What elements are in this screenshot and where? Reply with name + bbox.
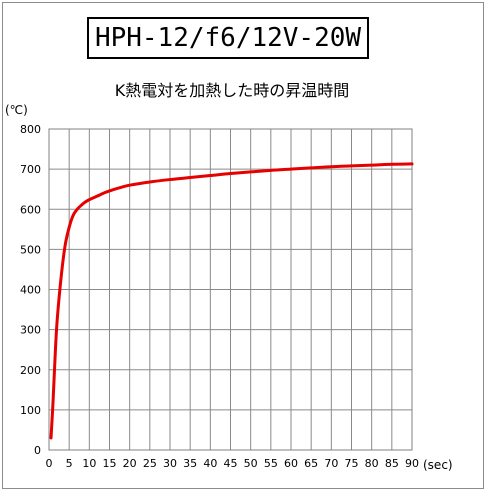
y-tick-label: 300 — [20, 324, 41, 337]
y-tick-label: 0 — [34, 444, 41, 457]
y-tick-label: 500 — [20, 243, 41, 256]
x-tick-label: 85 — [385, 457, 399, 470]
x-tick-label: 40 — [203, 457, 217, 470]
chart-title: HPH-12/f6/12V-20W — [94, 23, 362, 53]
chart-subtitle: K熱電対を加熱した時の昇温時間 — [114, 81, 350, 100]
x-tick-label: 15 — [103, 457, 117, 470]
y-tick-label: 600 — [20, 203, 41, 216]
x-tick-label: 10 — [82, 457, 96, 470]
x-axis-label: (sec) — [423, 458, 453, 472]
x-tick-label: 20 — [123, 457, 137, 470]
y-tick-label: 800 — [20, 123, 41, 136]
series-line — [49, 162, 414, 440]
x-tick-label: 25 — [143, 457, 157, 470]
plot-border — [48, 128, 413, 451]
x-tick-label: 45 — [224, 457, 238, 470]
y-axis-label: (℃) — [5, 103, 28, 117]
y-tick-label: 400 — [20, 284, 41, 297]
y-tick-label: 700 — [20, 163, 41, 176]
y-tick-label: 200 — [20, 364, 41, 377]
x-tick-label: 50 — [244, 457, 258, 470]
x-tick-label: 80 — [365, 457, 379, 470]
x-tick-label: 90 — [405, 457, 419, 470]
x-tick-label: 35 — [183, 457, 197, 470]
x-tick-label: 65 — [304, 457, 318, 470]
x-tick-label: 75 — [345, 457, 359, 470]
x-tick-label: 55 — [264, 457, 278, 470]
y-tick-label: 100 — [20, 404, 41, 417]
x-tick-label: 30 — [163, 457, 177, 470]
x-tick-label: 70 — [324, 457, 338, 470]
x-tick-label: 5 — [66, 457, 73, 470]
chart-title-box: HPH-12/f6/12V-20W — [87, 17, 369, 59]
x-tick-label: 0 — [46, 457, 53, 470]
x-tick-label: 60 — [284, 457, 298, 470]
